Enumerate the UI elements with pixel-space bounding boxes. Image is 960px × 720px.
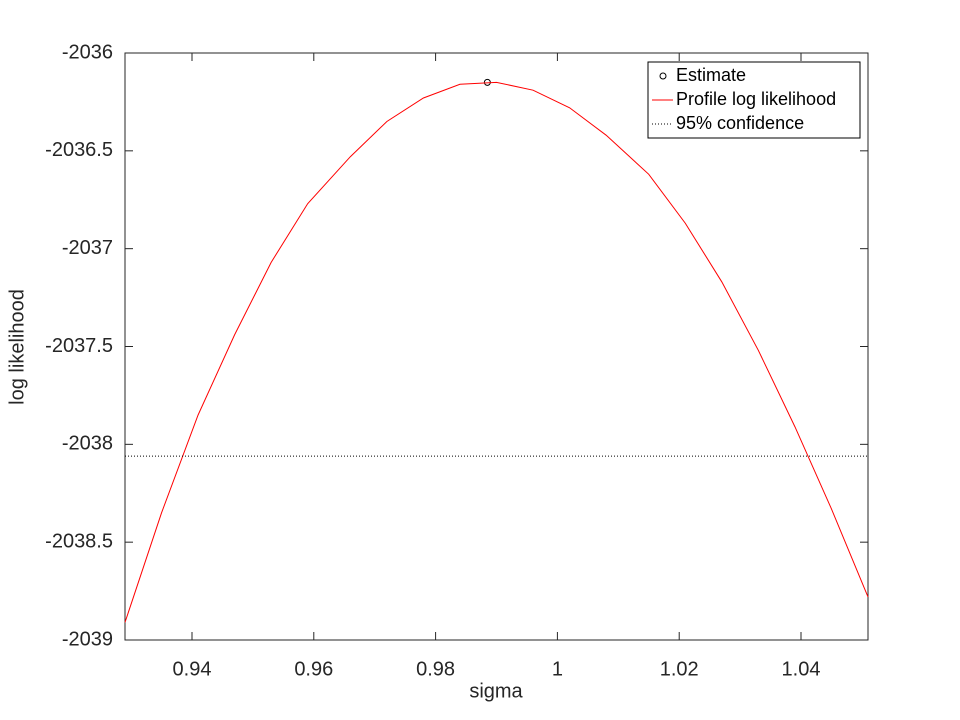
y-tick-label: -2036.5: [45, 139, 113, 161]
x-tick-label: 0.96: [294, 658, 333, 680]
x-tick-label: 1.02: [660, 658, 699, 680]
y-axis-label: log likelihood: [6, 289, 28, 405]
y-tick-label: -2038: [62, 433, 113, 455]
series-line: [124, 81, 869, 623]
y-tick-label: -2036: [62, 41, 113, 63]
legend-label: Estimate: [676, 65, 746, 85]
legend-marker: [659, 72, 667, 80]
legend-label: 95% confidence: [676, 113, 804, 133]
x-tick-label: 1.04: [782, 658, 821, 680]
x-tick-label: 1: [552, 658, 563, 680]
legend-label: Profile log likelihood: [676, 89, 836, 109]
y-tick-label: -2039: [62, 628, 113, 650]
y-tick-label: -2038.5: [45, 530, 113, 552]
x-tick-label: 0.98: [416, 658, 455, 680]
legend-box: [647, 61, 861, 139]
y-tick-label: -2037.5: [45, 335, 113, 357]
y-tick-label: -2037: [62, 237, 113, 259]
x-axis-label: sigma: [469, 680, 523, 702]
x-tick-label: 0.94: [173, 658, 212, 680]
